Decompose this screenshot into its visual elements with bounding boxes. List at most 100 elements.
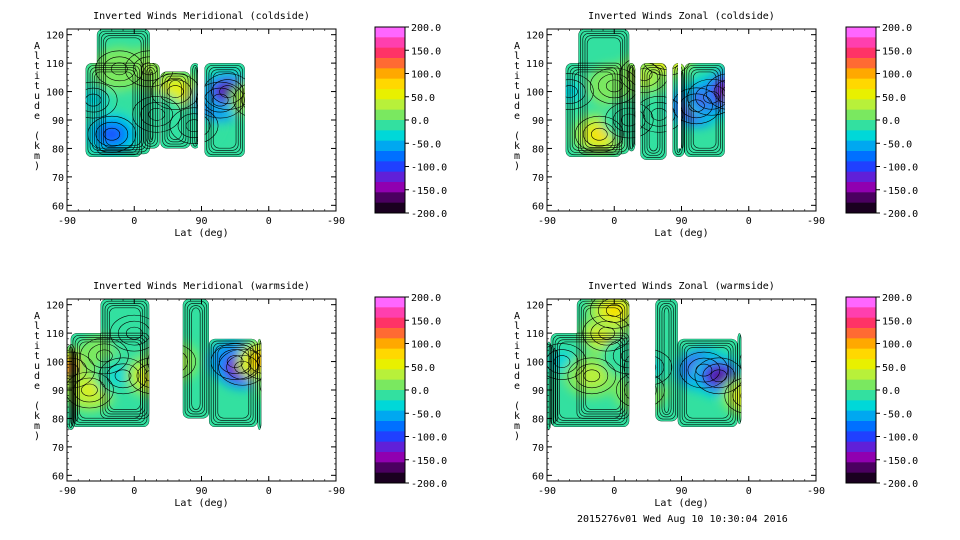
- x-tick-label: -90: [807, 486, 825, 497]
- colorbar-tick-label: 50.0: [882, 363, 906, 374]
- contour-line: [740, 88, 772, 112]
- colorbar-tick-label: 150.0: [411, 46, 441, 57]
- contour-line: [287, 341, 303, 353]
- x-tick-label: -90: [58, 486, 76, 497]
- colorbar-swatch: [846, 171, 876, 183]
- contour-blob: [82, 384, 97, 396]
- x-tick-label: -90: [538, 486, 556, 497]
- colorbar-swatch: [375, 27, 405, 38]
- contour-line: [256, 102, 288, 126]
- x-tick-label: 90: [675, 486, 687, 497]
- contour-line: [132, 96, 181, 133]
- contour-line: [88, 343, 121, 369]
- y-tick-label: 110: [46, 59, 64, 70]
- contour-line: [724, 377, 742, 414]
- contour-line: [103, 56, 136, 82]
- contour-line: [250, 94, 266, 106]
- colorbar-tick-label: 50.0: [411, 93, 435, 104]
- contour-line: [748, 117, 780, 141]
- contour-blob: [243, 89, 245, 112]
- colorbar-tick-label: 50.0: [882, 93, 906, 104]
- contour-blob: [750, 118, 778, 140]
- colorbar-tick-label: 0.0: [882, 386, 900, 397]
- colorbar-tick-label: -100.0: [882, 163, 918, 174]
- contour-line: [195, 81, 245, 119]
- contour-line: [739, 343, 742, 380]
- contour-line: [67, 351, 96, 389]
- contour-line: [695, 84, 725, 110]
- contour-blob: [277, 379, 291, 390]
- y-tick-label: 70: [52, 173, 64, 184]
- contour-line: [756, 123, 772, 135]
- contour-line: [755, 378, 787, 402]
- contour-line: [85, 81, 118, 119]
- colorbar-swatch: [375, 99, 405, 111]
- x-tick-label: -90: [538, 216, 556, 227]
- contour-line: [95, 121, 129, 147]
- contour-line: [279, 335, 311, 359]
- contour-line: [658, 51, 675, 64]
- contour-line: [694, 357, 742, 395]
- colorbar-tick-label: -200.0: [411, 209, 447, 220]
- y-tick-label: 60: [532, 471, 544, 482]
- contour-blob: [764, 385, 778, 396]
- contour-line: [632, 383, 649, 397]
- contour-blob: [267, 325, 323, 369]
- contour-line: [259, 366, 262, 403]
- contour-line: [634, 96, 684, 133]
- colorbar-swatch: [846, 400, 876, 412]
- colorbar-swatch: [846, 161, 876, 173]
- contour-blob: [104, 128, 119, 140]
- colorbar-swatch: [846, 369, 876, 381]
- contour-line: [155, 349, 188, 374]
- contour-line: [679, 351, 729, 389]
- contour-line: [163, 355, 180, 368]
- contour-line: [219, 85, 236, 98]
- colorbar-swatch: [846, 192, 876, 204]
- contour-line: [67, 357, 88, 383]
- contour-line: [233, 81, 245, 119]
- colorbar-tick-label: 100.0: [882, 70, 912, 81]
- colorbar-tick-label: 150.0: [882, 46, 912, 57]
- contour-line: [567, 357, 617, 395]
- colorbar: 200.0 150.0 100.0 50.0 0.0 -50.0 -100.0 -150.0 -…: [374, 23, 447, 220]
- contour-line: [67, 371, 114, 409]
- colorbar-swatch: [375, 379, 405, 391]
- colorbar-swatch: [846, 120, 876, 131]
- y-tick-label: 80: [52, 414, 64, 425]
- contour-blob: [659, 51, 674, 63]
- colorbar-swatch: [846, 58, 876, 69]
- contour-blob: [747, 70, 803, 114]
- colorbar-swatch: [375, 328, 405, 339]
- contour-line: [210, 343, 260, 380]
- y-tick-label: 110: [526, 59, 544, 70]
- contour-line: [751, 74, 799, 110]
- contour-blob: [728, 78, 784, 122]
- contour-line: [702, 363, 736, 389]
- x-axis-label: Lat (deg): [654, 228, 708, 239]
- colorbar-tick-label: 100.0: [411, 340, 441, 351]
- colorbar-tick-label: -200.0: [411, 479, 447, 490]
- contour-line: [85, 93, 102, 107]
- colorbar-swatch: [846, 37, 876, 49]
- contour-line: [547, 343, 587, 380]
- colorbar-swatch: [375, 472, 405, 484]
- contour-line: [732, 383, 742, 408]
- contour-line: [591, 127, 608, 141]
- colorbar-swatch: [846, 472, 876, 484]
- contour-blob: [285, 109, 327, 142]
- colorbar-tick-label: 200.0: [882, 293, 912, 304]
- colorbar-tick-label: -200.0: [882, 209, 918, 220]
- contour-line: [565, 73, 594, 110]
- contour-blob: [750, 351, 778, 373]
- x-tick-label: 90: [195, 486, 207, 497]
- contour-field: [67, 299, 323, 430]
- colorbar-swatch: [846, 410, 876, 422]
- colorbar-swatch: [375, 400, 405, 412]
- contour-blob: [743, 368, 799, 412]
- contour-blob: [743, 112, 785, 145]
- colorbar: 200.0 150.0 100.0 50.0 0.0 -50.0 -100.0 -150.0 -…: [845, 23, 918, 220]
- contour-line: [575, 363, 609, 389]
- contour-blob: [607, 80, 622, 92]
- x-tick-label: 0: [746, 486, 752, 497]
